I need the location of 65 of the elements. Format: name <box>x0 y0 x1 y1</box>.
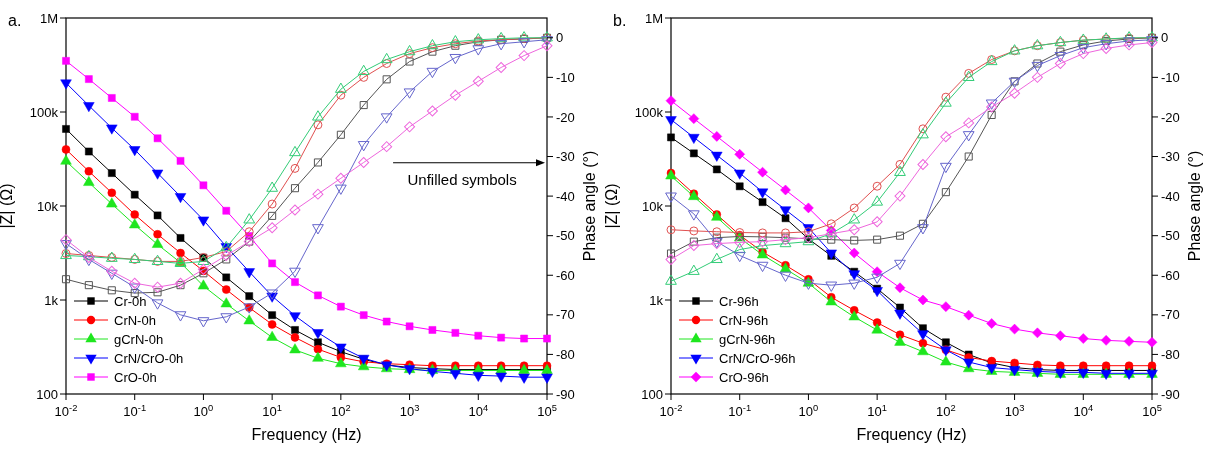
y-tick-label: 1k <box>44 292 59 308</box>
x-tick-label: 10$^{0}$ <box>798 403 819 419</box>
legend-label: CrN/CrO-0h <box>114 350 184 366</box>
y-axis-title: |Z| (Ω) <box>603 183 620 229</box>
x-tick-label: 10$^{2}$ <box>936 403 956 419</box>
y2-tick-label: -10 <box>1161 69 1180 85</box>
legend-label: CrN/CrO-96h <box>719 350 796 366</box>
legend-label: gCrN-96h <box>719 331 776 347</box>
x-tick-label: 10$^{5}$ <box>1142 403 1162 419</box>
x-tick-label: 10$^{-1}$ <box>728 403 752 419</box>
y2-tick-label: -90 <box>556 386 575 402</box>
y-tick-label: 10k <box>642 198 664 214</box>
y2-tick-label: -80 <box>1161 346 1180 362</box>
y2-tick-label: -20 <box>556 109 575 125</box>
legend-label: CrN-96h <box>719 312 769 328</box>
x-tick-label: 10$^{3}$ <box>399 403 420 419</box>
legend-label: CrN-0h <box>114 312 156 328</box>
y2-axis-title: Phase angle (°) <box>581 150 598 262</box>
y2-tick-label: -50 <box>556 228 575 244</box>
y2-tick-label: -20 <box>1161 109 1180 125</box>
x-tick-label: 10$^{-2}$ <box>659 403 683 419</box>
y-tick-label: 100k <box>29 104 59 120</box>
y-tick-label: 100 <box>641 386 663 402</box>
y2-tick-label: -30 <box>1161 149 1180 165</box>
y2-tick-label: -40 <box>1161 188 1180 204</box>
legend-label: Cr-0h <box>114 293 147 309</box>
legend-label: CrO-0h <box>114 369 157 385</box>
y-tick-label: 100k <box>634 104 664 120</box>
x-tick-label: 10$^{1}$ <box>867 403 887 419</box>
x-tick-label: 10$^{4}$ <box>1073 403 1094 419</box>
y-tick-label: 1M <box>644 10 663 26</box>
y-tick-label: 1M <box>39 10 58 26</box>
chart-title: b. <box>613 12 627 29</box>
y2-tick-label: -70 <box>1161 307 1180 323</box>
y2-tick-label: -30 <box>556 149 575 165</box>
y2-tick-label: -50 <box>1161 228 1180 244</box>
legend-label: CrO-96h <box>719 369 769 385</box>
x-tick-label: 10$^{-2}$ <box>54 403 78 419</box>
y2-tick-label: -40 <box>556 188 575 204</box>
y2-tick-label: -80 <box>556 346 575 362</box>
x-tick-label: 10$^{-1}$ <box>123 403 147 419</box>
y-tick-label: 1k <box>649 292 664 308</box>
y2-tick-label: -10 <box>556 69 575 85</box>
x-axis-title: Frequency (Hz) <box>251 426 362 443</box>
legend-label: Cr-96h <box>719 293 759 309</box>
annotation: Unfilled symbols <box>407 170 517 188</box>
x-tick-label: 10$^{3}$ <box>1004 403 1025 419</box>
y2-tick-label: -60 <box>1161 267 1180 283</box>
y2-axis-title: Phase angle (°) <box>1186 150 1203 262</box>
x-tick-label: 10$^{1}$ <box>262 403 282 419</box>
y2-tick-label: -70 <box>556 307 575 323</box>
y2-tick-label: -90 <box>1161 386 1180 402</box>
chart-title: a. <box>8 12 22 29</box>
x-axis-title: Frequency (Hz) <box>856 426 967 443</box>
x-tick-label: 10$^{0}$ <box>193 403 214 419</box>
y2-tick-label: 0 <box>556 30 564 46</box>
y-tick-label: 100 <box>36 386 58 402</box>
x-tick-label: 10$^{4}$ <box>468 403 489 419</box>
y-axis-title: |Z| (Ω) <box>0 183 15 229</box>
y2-tick-label: 0 <box>1161 30 1169 46</box>
x-tick-label: 10$^{2}$ <box>331 403 351 419</box>
y-tick-label: 10k <box>37 198 59 214</box>
legend-label: gCrN-0h <box>114 331 164 347</box>
x-tick-label: 10$^{5}$ <box>537 403 557 419</box>
y2-tick-label: -60 <box>556 267 575 283</box>
